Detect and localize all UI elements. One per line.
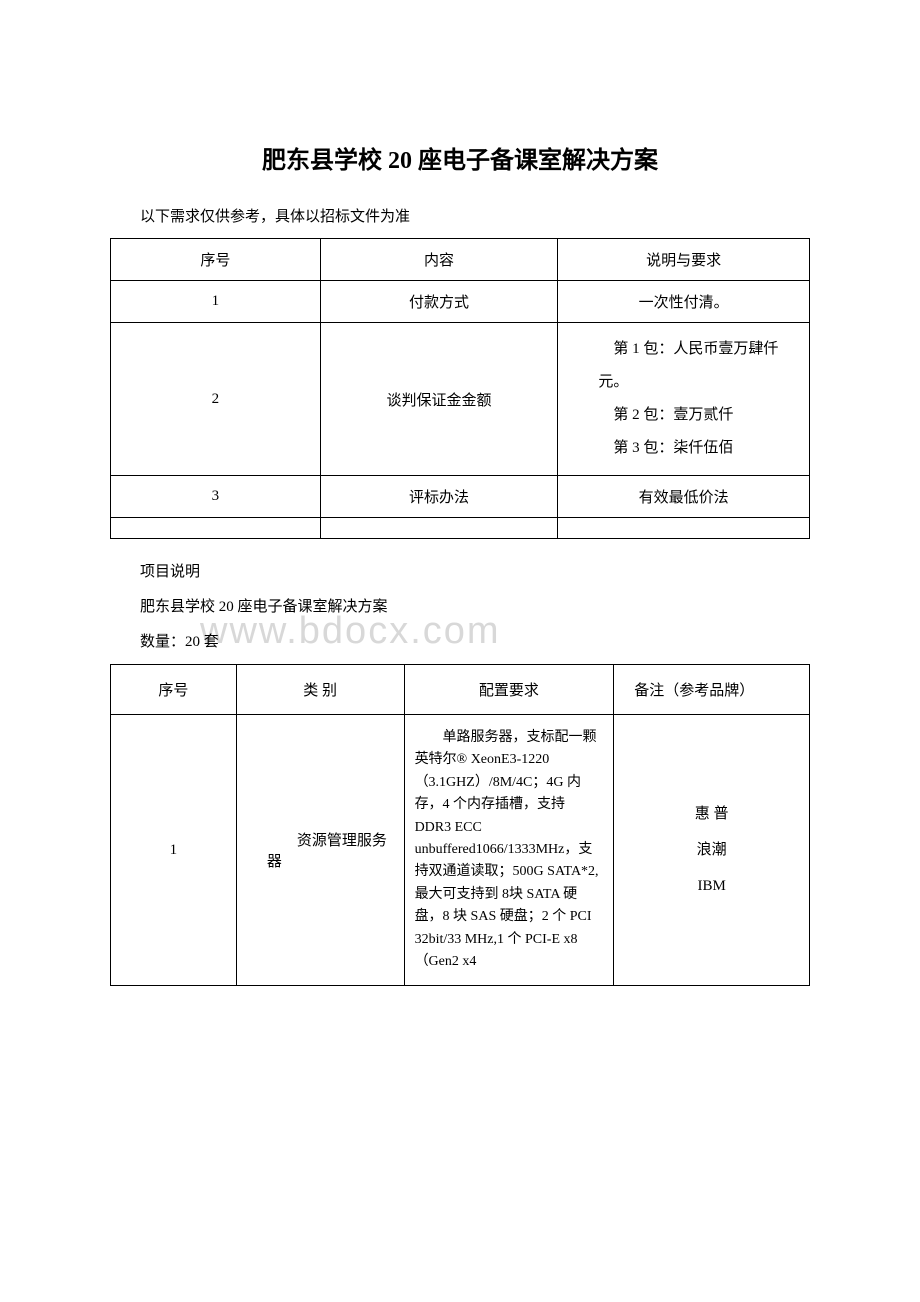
header-category: 类 别	[236, 665, 404, 715]
table-header-row: 序号 类 别 配置要求 备注（参考品牌）	[111, 665, 810, 715]
spec-table: 序号 类 别 配置要求 备注（参考品牌） 1 资源管理服务器 单路服务器，支标配…	[110, 664, 810, 986]
cell-no: 3	[111, 476, 321, 518]
empty-cell	[111, 518, 321, 539]
header-spec: 配置要求	[404, 665, 614, 715]
table-row: 3 评标办法 有效最低价法	[111, 476, 810, 518]
table-row: 1 付款方式 一次性付清。	[111, 281, 810, 323]
cell-spec: 单路服务器，支标配一颗英特尔® XeonE3-1220（3.1GHZ）/8M/4…	[404, 715, 614, 986]
table-row: 1 资源管理服务器 单路服务器，支标配一颗英特尔® XeonE3-1220（3.…	[111, 715, 810, 986]
req-line: 第 2 包：壹万贰仟	[598, 399, 801, 432]
cell-req: 一次性付清。	[558, 281, 810, 323]
table-header-row: 序号 内容 说明与要求	[111, 239, 810, 281]
empty-cell	[320, 518, 558, 539]
cell-req: 有效最低价法	[558, 476, 810, 518]
brand-item: IBM	[622, 868, 801, 904]
empty-cell	[558, 518, 810, 539]
req-line: 第 3 包：柒仟伍佰	[598, 432, 801, 465]
brand-item: 浪潮	[622, 832, 801, 868]
cell-content: 付款方式	[320, 281, 558, 323]
page-title: 肥东县学校 20 座电子备课室解决方案	[110, 140, 810, 175]
cell-no: 1	[111, 715, 237, 986]
cell-no: 1	[111, 281, 321, 323]
req-line: 第 1 包：人民币壹万肆仟 元。	[598, 333, 801, 399]
table-empty-row	[111, 518, 810, 539]
section-line: 数量：20 套	[110, 629, 810, 656]
header-no: 序号	[111, 239, 321, 281]
cell-content: 谈判保证金金额	[320, 323, 558, 476]
section-line: 项目说明	[110, 559, 810, 586]
subtitle-text: 以下需求仅供参考，具体以招标文件为准	[110, 205, 810, 226]
header-content: 内容	[320, 239, 558, 281]
requirements-table: 序号 内容 说明与要求 1 付款方式 一次性付清。 2 谈判保证金金额 第 1 …	[110, 238, 810, 539]
cell-brands: 惠 普 浪潮 IBM	[614, 715, 810, 986]
header-req: 说明与要求	[558, 239, 810, 281]
brand-item: 惠 普	[622, 796, 801, 832]
table-row: 2 谈判保证金金额 第 1 包：人民币壹万肆仟 元。 第 2 包：壹万贰仟 第 …	[111, 323, 810, 476]
header-brand: 备注（参考品牌）	[614, 665, 810, 715]
document-content: 肥东县学校 20 座电子备课室解决方案 以下需求仅供参考，具体以招标文件为准 序…	[110, 140, 810, 986]
cell-category: 资源管理服务器	[236, 715, 404, 986]
cell-no: 2	[111, 323, 321, 476]
cell-req-multi: 第 1 包：人民币壹万肆仟 元。 第 2 包：壹万贰仟 第 3 包：柒仟伍佰	[558, 323, 810, 476]
header-no: 序号	[111, 665, 237, 715]
cell-content: 评标办法	[320, 476, 558, 518]
section-line: 肥东县学校 20 座电子备课室解决方案	[110, 594, 810, 621]
